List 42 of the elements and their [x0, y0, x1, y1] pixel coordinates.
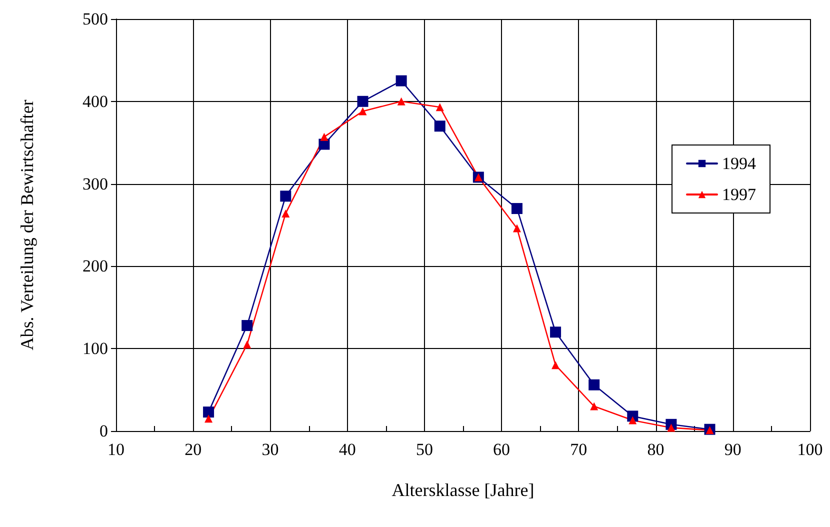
point: [396, 75, 407, 86]
point: [280, 190, 292, 202]
x-tick-label: 30: [262, 440, 279, 459]
point: [357, 96, 368, 107]
point: [552, 361, 560, 370]
x-tick-label: 10: [108, 440, 124, 459]
y-tick-label: 100: [82, 339, 108, 358]
point: [358, 107, 367, 116]
x-tick-label: 80: [647, 440, 664, 459]
point: [588, 379, 600, 390]
y-tick-label: 400: [82, 92, 108, 111]
point: [320, 132, 328, 141]
x-tick-label: 50: [416, 440, 433, 459]
point: [511, 203, 522, 214]
legend-label: 1997: [722, 185, 756, 204]
x-tick-label: 90: [724, 440, 742, 459]
point: [397, 97, 406, 106]
point: [282, 209, 290, 218]
point: [242, 320, 253, 332]
point: [550, 326, 562, 338]
point: [436, 103, 444, 112]
point: [434, 120, 446, 132]
y-tick-label: 0: [100, 422, 108, 440]
point: [512, 224, 521, 232]
y-tick-label: 200: [82, 256, 108, 276]
y-axis-title: Abs. Verteilung der Bewirtschafter: [17, 100, 37, 350]
point: [706, 426, 714, 434]
y-tick-label: 300: [82, 174, 108, 194]
x-axis-title: Altersklasse [Jahre]: [392, 480, 534, 500]
point: [203, 406, 214, 418]
x-tick-label: 70: [570, 440, 588, 459]
legend-label: 1994: [722, 154, 756, 173]
y-tick-label: 500: [82, 10, 108, 28]
point: [590, 402, 598, 410]
x-tick-label: 100: [797, 440, 823, 459]
point: [628, 416, 637, 424]
x-tick-label: 20: [184, 440, 202, 459]
x-tick-label: 40: [338, 440, 356, 459]
point: [667, 424, 676, 432]
point: [204, 414, 213, 423]
x-tick-label: 60: [493, 440, 510, 459]
point: [243, 340, 252, 348]
